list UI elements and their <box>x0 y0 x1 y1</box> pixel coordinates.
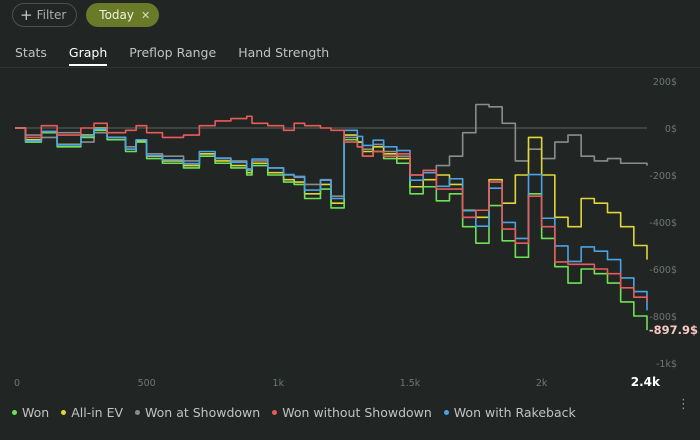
legend-label-won-at-showdown: Won at Showdown <box>145 405 261 420</box>
active-filter-label: Today <box>99 8 135 22</box>
legend-label-won-with-rakeback: Won with Rakeback <box>453 405 576 420</box>
chart-legend: Won All-in EV Won at Showdown Won withou… <box>12 405 588 420</box>
y-tick-label: -200$ <box>649 171 677 182</box>
series-line-won-with-rakeback <box>15 127 648 311</box>
filter-bar: + Filter Today ✕ <box>12 3 160 27</box>
y-tick-label: -400$ <box>649 218 677 229</box>
y-tick-label: -1k$ <box>656 359 677 370</box>
tab-graph[interactable]: Graph <box>68 45 108 66</box>
legend-dot-won-with-rakeback <box>443 410 449 415</box>
x-tick-label: 1.5k <box>400 378 421 389</box>
tab-preflop-range[interactable]: Preflop Range <box>129 45 217 60</box>
x-tick-label: 1k <box>273 378 285 389</box>
plus-icon: + <box>20 5 33 24</box>
tab-divider <box>0 67 700 68</box>
y-tick-label: -800$ <box>649 312 677 323</box>
add-filter-label: Filter <box>36 8 67 22</box>
x-tick-label: 2k <box>536 378 548 389</box>
legend-dot-won-at-showdown <box>135 410 141 415</box>
more-options-icon[interactable]: ⋮ <box>677 397 690 412</box>
profit-chart[interactable]: 200$ 0$ -200$ -400$ -600$ -800$ -1k$ 0 500 1k 1.5k… <box>0 68 700 393</box>
legend-label-won: Won <box>22 405 50 420</box>
tab-stats[interactable]: Stats <box>15 45 47 60</box>
end-value-label: -897.9$ <box>649 323 698 337</box>
legend-item-won-at-showdown[interactable]: Won at Showdown <box>135 405 260 420</box>
x-tick-label: 0 <box>14 378 20 389</box>
y-tick-label: 200$ <box>653 77 677 88</box>
add-filter-button[interactable]: + Filter <box>12 3 78 27</box>
y-tick-label: 0$ <box>665 124 677 135</box>
legend-dot-won-without-showdown <box>272 410 278 415</box>
legend-item-all-in-ev[interactable]: All-in EV <box>61 405 123 420</box>
x-tick-label: 500 <box>138 378 156 389</box>
y-tick-label: -600$ <box>649 265 677 276</box>
tab-bar: Stats Graph Preflop Range Hand Strength <box>15 45 351 66</box>
tab-hand-strength[interactable]: Hand Strength <box>238 45 330 60</box>
legend-item-won-with-rakeback[interactable]: Won with Rakeback <box>443 405 576 420</box>
legend-dot-won <box>12 410 17 415</box>
legend-label-all-in-ev: All-in EV <box>71 405 124 420</box>
active-filter-chip[interactable]: Today ✕ <box>86 3 160 27</box>
legend-item-won[interactable]: Won <box>12 405 49 420</box>
legend-dot-all-in-ev <box>61 410 67 415</box>
series-line-won-without-showdown <box>15 115 648 302</box>
x-tick-label: 2.4k <box>631 375 661 389</box>
legend-item-won-without-showdown[interactable]: Won without Showdown <box>272 405 432 420</box>
close-icon[interactable]: ✕ <box>141 8 151 22</box>
legend-label-won-without-showdown: Won without Showdown <box>282 405 432 420</box>
